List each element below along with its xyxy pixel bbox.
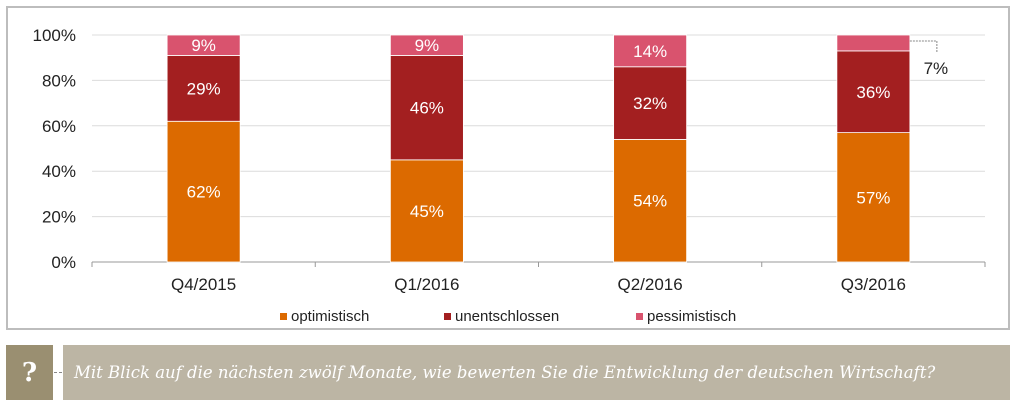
legend-label: optimistisch [291, 308, 370, 325]
stacked-bar-chart: 0% 20% 40% 60% 80% 100% 62% 29% 9% 45% 46% 9% 54% 32… [33, 26, 986, 294]
x-axis-ticks: Q4/2015 Q1/2016 Q2/2016 Q3/2016 [171, 275, 906, 294]
question-text: Mit Blick auf die nächsten zwölf Monate,… [74, 363, 936, 382]
data-label: 62% [187, 183, 221, 202]
legend-item-optimistisch: optimistisch [280, 308, 369, 325]
y-axis-ticks: 0% 20% 40% 60% 80% 100% [33, 26, 76, 272]
bar-segment-pessimistisch [613, 34, 688, 68]
callout-leader-line [909, 40, 938, 53]
data-label: 54% [633, 192, 667, 211]
question-connector [54, 372, 62, 373]
bars [166, 34, 911, 263]
data-label: 9% [191, 36, 216, 55]
y-tick-label: 20% [42, 208, 76, 227]
y-tick-label: 60% [42, 117, 76, 136]
bar-segment-optimistisch [613, 139, 688, 263]
legend: optimistisch unentschlossen pessimistisc… [0, 308, 1024, 330]
bar-segment-pessimistisch [166, 34, 241, 56]
bar-segment-optimistisch [836, 132, 911, 263]
x-tick-label: Q3/2016 [841, 275, 906, 294]
data-label: 46% [410, 99, 444, 118]
x-tick-label: Q2/2016 [618, 275, 683, 294]
data-label: 45% [410, 202, 444, 221]
data-label: 32% [633, 94, 667, 113]
data-label: 29% [187, 79, 221, 98]
legend-item-pessimistisch: pessimistisch [636, 308, 736, 325]
legend-swatch [636, 313, 643, 320]
y-tick-label: 0% [51, 253, 76, 272]
legend-label: pessimistisch [647, 308, 737, 325]
x-axis [91, 261, 986, 267]
legend-swatch [280, 313, 287, 320]
legend-swatch [444, 313, 451, 320]
bar-segment-unentschlossen [389, 55, 464, 161]
gridlines [92, 34, 985, 218]
bar-segment-pessimistisch [836, 34, 911, 52]
data-label: 36% [856, 83, 890, 102]
question-mark-icon: ? [6, 345, 53, 400]
x-tick-label: Q1/2016 [394, 275, 459, 294]
y-tick-label: 100% [33, 26, 76, 45]
y-tick-label: 40% [42, 162, 76, 181]
bar-segment-optimistisch [389, 159, 464, 263]
data-label: 14% [633, 42, 667, 61]
data-label: 7% [924, 59, 949, 78]
x-tick-label: Q4/2015 [171, 275, 236, 294]
y-tick-label: 80% [42, 71, 76, 90]
data-label: 57% [856, 188, 890, 207]
bar-segment-pessimistisch [389, 34, 464, 56]
data-label: 9% [415, 36, 440, 55]
legend-item-unentschlossen: unentschlossen [444, 308, 559, 325]
data-labels: 62% 29% 9% 45% 46% 9% 54% 32% 14% 57% 36% 7% [187, 36, 949, 221]
bar-segment-optimistisch [166, 120, 241, 263]
question-banner: Mit Blick auf die nächsten zwölf Monate,… [63, 345, 1010, 400]
bar-segment-unentschlossen [166, 55, 241, 122]
legend-label: unentschlossen [455, 308, 560, 325]
bar-segment-unentschlossen [836, 50, 911, 134]
